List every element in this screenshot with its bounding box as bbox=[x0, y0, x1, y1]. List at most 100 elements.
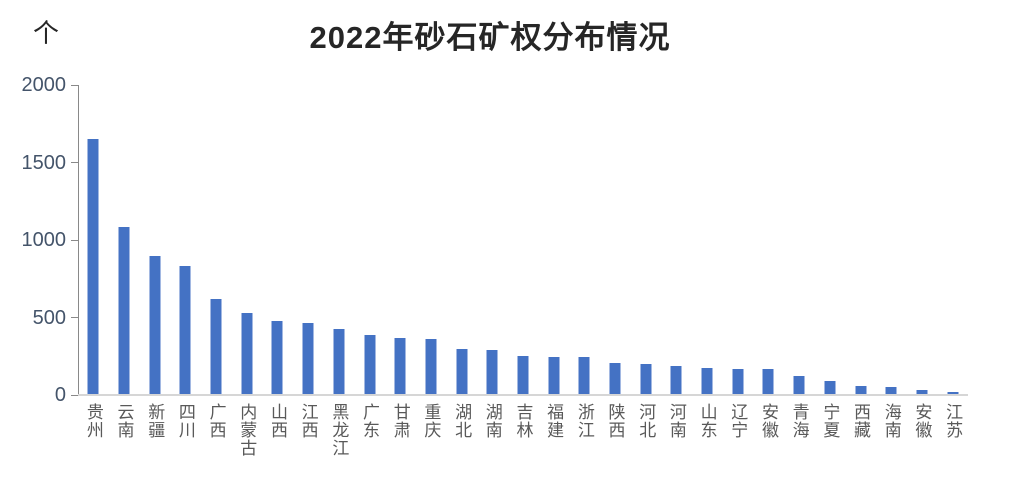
x-axis-label: 山西 bbox=[267, 403, 287, 439]
bar-column: 湖南 bbox=[477, 85, 508, 439]
bar-云南 bbox=[118, 226, 130, 395]
bar-column: 四川 bbox=[170, 85, 201, 439]
bar-山西 bbox=[271, 321, 283, 395]
bar-column: 江西 bbox=[293, 85, 324, 439]
x-axis-label: 贵州 bbox=[83, 403, 103, 439]
x-axis-label: 吉林 bbox=[513, 403, 533, 439]
bar-海南 bbox=[885, 387, 897, 395]
x-axis-label: 宁夏 bbox=[820, 403, 840, 439]
bar-辽宁 bbox=[732, 368, 744, 395]
bar-江苏 bbox=[947, 391, 959, 395]
bars-container: 贵州 云南 新疆 四川 广西 内蒙古 山西 江西 黑龙江 广东 甘肃 重庆 湖北 湖南 吉林 福建 浙江 陕西 河北… bbox=[78, 85, 968, 457]
bar-column: 贵州 bbox=[78, 85, 109, 439]
x-axis-label: 江苏 bbox=[943, 403, 963, 439]
bar-column: 河北 bbox=[630, 85, 661, 439]
bar-column: 江苏 bbox=[937, 85, 968, 439]
bar-贵州 bbox=[87, 139, 99, 395]
bar-安徽 bbox=[916, 389, 928, 395]
y-tick-mark bbox=[71, 84, 78, 86]
x-axis-label: 河北 bbox=[636, 403, 656, 439]
x-axis-label: 河南 bbox=[666, 403, 686, 439]
x-axis-label: 黑龙江 bbox=[329, 403, 349, 457]
bar-甘肃 bbox=[394, 337, 406, 395]
y-axis-line bbox=[78, 85, 79, 395]
bar-山东 bbox=[701, 367, 713, 395]
x-axis-label: 广东 bbox=[360, 403, 380, 439]
x-axis-label: 四川 bbox=[175, 403, 195, 439]
bar-column: 山西 bbox=[262, 85, 293, 439]
x-axis-line bbox=[78, 394, 968, 396]
x-axis-label: 西藏 bbox=[851, 403, 871, 439]
x-axis-label: 青海 bbox=[789, 403, 809, 439]
x-axis-label: 辽宁 bbox=[728, 403, 748, 439]
bar-西藏 bbox=[855, 385, 867, 395]
bar-column: 吉林 bbox=[508, 85, 539, 439]
y-tick-label: 1000 bbox=[21, 229, 67, 251]
y-tick-label: 500 bbox=[32, 306, 66, 329]
bar-column: 宁夏 bbox=[815, 85, 846, 439]
x-axis-label: 广西 bbox=[206, 403, 226, 439]
x-axis-label: 新疆 bbox=[145, 403, 165, 439]
bar-广西 bbox=[210, 298, 222, 395]
bar-column: 广东 bbox=[354, 85, 385, 439]
bar-宁夏 bbox=[824, 381, 836, 395]
bar-column: 陕西 bbox=[600, 85, 631, 439]
x-axis-label: 江西 bbox=[298, 403, 318, 439]
y-tick-mark bbox=[71, 394, 78, 396]
x-axis-label: 浙江 bbox=[574, 403, 594, 439]
bar-重庆 bbox=[425, 339, 437, 395]
bar-陕西 bbox=[609, 362, 621, 395]
bar-column: 河南 bbox=[661, 85, 692, 439]
y-tick-mark bbox=[71, 239, 78, 241]
bar-江西 bbox=[302, 323, 314, 395]
bar-column: 安徽 bbox=[753, 85, 784, 439]
bar-column: 新疆 bbox=[139, 85, 170, 439]
y-tick-label: 2000 bbox=[21, 74, 67, 96]
bar-column: 浙江 bbox=[569, 85, 600, 439]
bar-河南 bbox=[670, 365, 682, 395]
x-axis-label: 山东 bbox=[697, 403, 717, 439]
y-tick-label: 1500 bbox=[21, 151, 67, 174]
bar-column: 云南 bbox=[109, 85, 140, 439]
bar-column: 西藏 bbox=[845, 85, 876, 439]
x-axis-label: 重庆 bbox=[421, 403, 441, 439]
bar-福建 bbox=[548, 356, 560, 395]
bar-四川 bbox=[179, 266, 191, 395]
bar-column: 重庆 bbox=[416, 85, 447, 439]
y-tick-label: 0 bbox=[54, 384, 66, 406]
x-axis-label: 甘肃 bbox=[390, 403, 410, 439]
x-axis-label: 陕西 bbox=[605, 403, 625, 439]
bar-column: 山东 bbox=[692, 85, 723, 439]
bar-吉林 bbox=[517, 355, 529, 395]
bar-column: 湖北 bbox=[446, 85, 477, 439]
x-axis-label: 湖南 bbox=[482, 403, 502, 439]
bar-广东 bbox=[364, 335, 376, 395]
x-axis-label: 云南 bbox=[114, 403, 134, 439]
x-axis-label: 安徽 bbox=[912, 403, 932, 439]
bar-column: 福建 bbox=[538, 85, 569, 439]
bar-内蒙古 bbox=[241, 312, 253, 395]
x-axis-label: 内蒙古 bbox=[237, 403, 257, 457]
y-tick-mark bbox=[71, 162, 78, 163]
bar-湖南 bbox=[486, 350, 498, 395]
bar-column: 内蒙古 bbox=[231, 85, 262, 457]
bar-column: 广西 bbox=[201, 85, 232, 439]
y-tick-mark bbox=[71, 317, 78, 318]
bar-黑龙江 bbox=[333, 329, 345, 395]
bar-column: 青海 bbox=[784, 85, 815, 439]
bar-湖北 bbox=[456, 349, 468, 395]
x-axis-label: 福建 bbox=[544, 403, 564, 439]
x-axis-label: 海南 bbox=[881, 403, 901, 439]
bar-青海 bbox=[793, 375, 805, 395]
x-axis-label: 安徽 bbox=[758, 403, 778, 439]
chart-title: 2022年砂石矿权分布情况 bbox=[309, 20, 671, 55]
y-axis-unit-label: 个 bbox=[33, 18, 60, 48]
x-axis-label: 湖北 bbox=[452, 403, 472, 439]
bar-column: 海南 bbox=[876, 85, 907, 439]
bar-浙江 bbox=[578, 357, 590, 395]
bar-column: 安徽 bbox=[907, 85, 938, 439]
bar-新疆 bbox=[149, 255, 161, 395]
bar-column: 甘肃 bbox=[385, 85, 416, 439]
bar-column: 辽宁 bbox=[722, 85, 753, 439]
